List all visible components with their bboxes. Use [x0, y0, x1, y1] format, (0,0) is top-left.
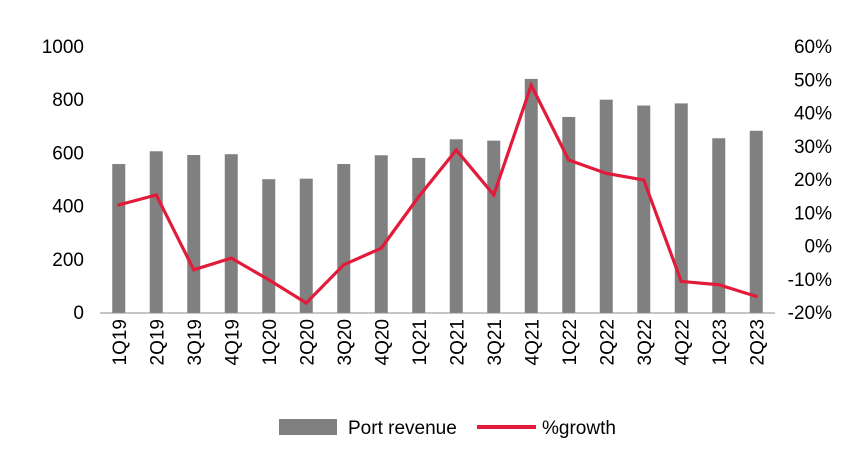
growth-point-1Q23 — [717, 283, 721, 287]
x-tick-label-2Q23: 2Q23 — [747, 319, 768, 365]
y-left-tick-800: 800 — [52, 90, 84, 111]
growth-point-1Q22 — [567, 158, 571, 162]
y-right-tick-30: 30% — [794, 137, 832, 158]
bar-2Q21 — [449, 139, 463, 313]
growth-point-2Q22 — [604, 171, 608, 175]
x-tick-label-1Q19: 1Q19 — [110, 319, 131, 365]
growth-point-4Q20 — [379, 246, 383, 250]
y-left-tick-400: 400 — [52, 197, 84, 218]
legend-growth-label: %growth — [542, 418, 616, 439]
y-right-tick-10: 10% — [794, 203, 832, 224]
legend: Port revenue %growth — [279, 418, 616, 439]
bar-4Q21 — [524, 78, 538, 313]
growth-point-1Q19 — [117, 203, 121, 207]
growth-point-3Q22 — [642, 178, 646, 182]
x-tick-label-1Q20: 1Q20 — [260, 319, 281, 365]
growth-point-2Q20 — [304, 301, 308, 305]
growth-point-3Q21 — [492, 193, 496, 197]
x-tick-label-3Q21: 3Q21 — [485, 319, 506, 365]
bar-1Q23 — [712, 138, 726, 313]
y-right-tick-labels: -20% -10% 0% 10% 20% 30% 40% 50% 60% — [788, 37, 832, 324]
bar-1Q20 — [262, 179, 276, 313]
bar-1Q19 — [112, 164, 126, 313]
growth-point-2Q23 — [754, 294, 758, 298]
y-left-tick-1000: 1000 — [42, 37, 84, 58]
y-right-tick--10: -10% — [788, 270, 832, 291]
x-tick-label-4Q20: 4Q20 — [372, 319, 393, 365]
y-left-tick-0: 0 — [73, 303, 84, 324]
x-tick-label-4Q22: 4Q22 — [672, 319, 693, 365]
y-right-tick-60: 60% — [794, 37, 832, 58]
legend-port-revenue-swatch — [279, 419, 337, 435]
x-tick-label-2Q20: 2Q20 — [297, 319, 318, 365]
growth-point-1Q20 — [267, 278, 271, 282]
bar-3Q22 — [637, 105, 651, 314]
bar-series-group — [112, 78, 763, 314]
bar-3Q21 — [487, 140, 501, 313]
line-series-group — [117, 81, 758, 306]
y-right-tick-50: 50% — [794, 70, 832, 91]
bar-3Q20 — [337, 164, 351, 313]
x-tick-labels: 1Q19 2Q19 3Q19 4Q19 1Q20 2Q20 3Q20 4Q20 1Q21 2Q21… — [110, 319, 769, 365]
bar-2Q22 — [599, 99, 613, 313]
bar-4Q22 — [674, 103, 688, 313]
y-right-tick--20: -20% — [788, 303, 832, 324]
x-tick-label-1Q21: 1Q21 — [410, 319, 431, 365]
x-tick-label-3Q20: 3Q20 — [335, 319, 356, 365]
bar-2Q20 — [299, 178, 313, 313]
x-tick-label-3Q19: 3Q19 — [185, 319, 206, 365]
bar-2Q23 — [749, 130, 763, 313]
x-tick-label-4Q19: 4Q19 — [222, 319, 243, 365]
bar-4Q19 — [224, 154, 238, 313]
bar-2Q19 — [149, 151, 163, 313]
growth-point-3Q19 — [192, 268, 196, 272]
growth-point-3Q20 — [342, 263, 346, 267]
y-left-tick-600: 600 — [52, 143, 84, 164]
bar-1Q21 — [412, 157, 426, 313]
bar-3Q19 — [187, 155, 201, 313]
growth-point-4Q22 — [679, 279, 683, 284]
x-tick-label-2Q19: 2Q19 — [147, 319, 168, 365]
bar-1Q22 — [562, 116, 576, 314]
bar-4Q20 — [374, 155, 388, 313]
legend-port-revenue-label: Port revenue — [348, 418, 457, 439]
y-right-tick-20: 20% — [794, 170, 832, 191]
x-tick-label-1Q22: 1Q22 — [560, 319, 581, 365]
y-left-tick-labels: 0 200 400 600 800 1000 — [42, 37, 84, 324]
y-right-tick-0: 0% — [805, 237, 833, 258]
x-tick-label-4Q21: 4Q21 — [522, 319, 543, 365]
x-tick-label-2Q22: 2Q22 — [597, 319, 618, 365]
y-left-tick-200: 200 — [52, 250, 84, 271]
x-tick-label-3Q22: 3Q22 — [635, 319, 656, 365]
x-tick-label-1Q23: 1Q23 — [710, 319, 731, 365]
growth-line — [118, 81, 757, 306]
growth-point-4Q19 — [229, 256, 233, 260]
growth-point-1Q21 — [417, 195, 421, 199]
growth-point-4Q21 — [529, 83, 533, 87]
growth-point-2Q19 — [154, 193, 158, 197]
growth-point-2Q21 — [454, 148, 458, 152]
x-tick-label-2Q21: 2Q21 — [447, 319, 468, 365]
y-right-tick-40: 40% — [794, 104, 832, 125]
